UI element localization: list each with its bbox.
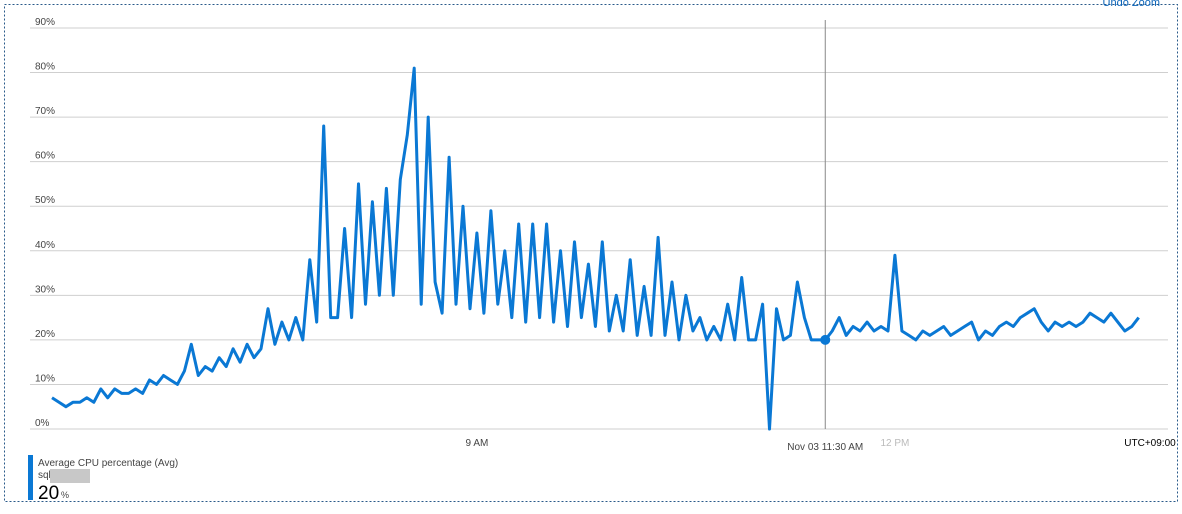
legend-value: 20 xyxy=(38,483,59,504)
legend-unit: % xyxy=(61,490,69,500)
series-line xyxy=(51,66,1140,431)
y-tick-label: 60% xyxy=(35,151,55,162)
y-tick-label: 90% xyxy=(35,17,55,28)
y-tick-label: 40% xyxy=(35,240,55,251)
y-tick-label: 0% xyxy=(35,418,50,429)
y-tick-label: 70% xyxy=(35,106,55,117)
y-tick-label: 30% xyxy=(35,284,55,295)
hover-point xyxy=(820,334,831,345)
x-tick-label: 9 AM xyxy=(466,438,489,449)
redacted xyxy=(50,469,90,483)
y-tick-label: 50% xyxy=(35,195,55,206)
legend-subtitle: sql xyxy=(38,470,51,481)
y-tick-label: 10% xyxy=(35,373,55,384)
x-tick-label: 12 PM xyxy=(880,438,909,449)
frame xyxy=(4,4,1178,502)
y-tick-label: 20% xyxy=(35,329,55,340)
timezone: UTC+09:00 xyxy=(1124,438,1176,449)
undo-zoom[interactable]: Undo Zoom xyxy=(1103,0,1160,9)
legend-name: Average CPU percentage (Avg) xyxy=(38,458,178,469)
y-tick-label: 80% xyxy=(35,62,55,73)
legend-swatch xyxy=(28,455,33,500)
crosshair-label: Nov 03 11:30 AM xyxy=(787,442,863,453)
